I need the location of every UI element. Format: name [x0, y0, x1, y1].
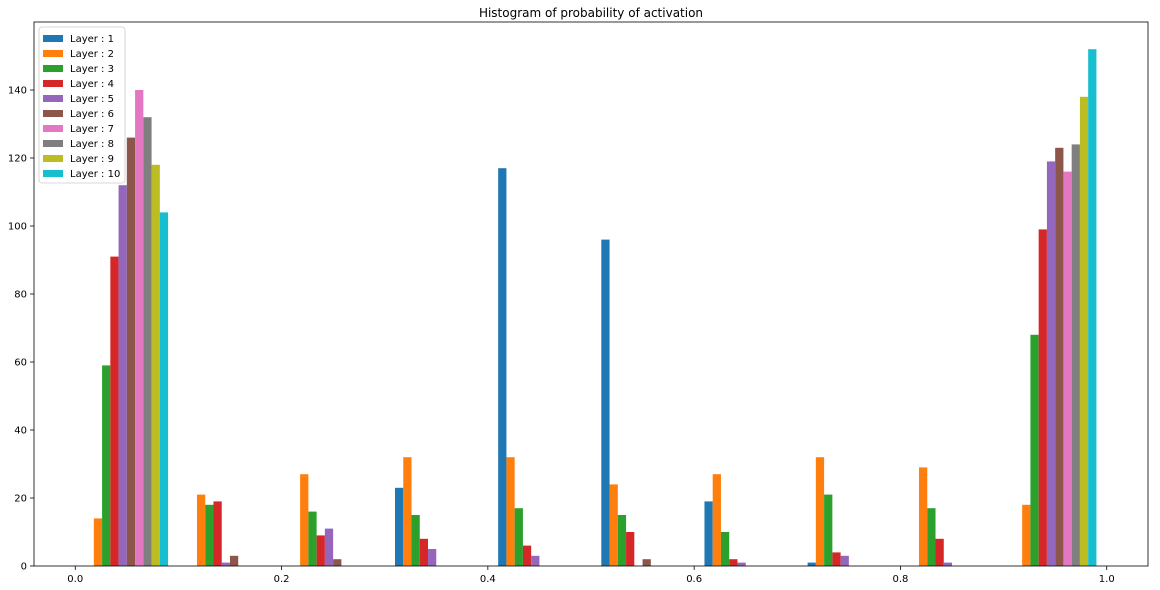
- legend-label: Layer : 7: [70, 124, 114, 135]
- bar-layer-7-bin-10: [1063, 171, 1072, 566]
- legend-swatch: [43, 50, 63, 57]
- y-tick-label: 20: [14, 494, 27, 505]
- bar-layer-4-bin-3: [316, 535, 325, 566]
- bar-layer-2-bin-4: [403, 457, 412, 566]
- bar-layer-5-bin-8: [840, 555, 849, 566]
- bar-layer-5-bin-1: [118, 185, 127, 566]
- x-tick-label: 0.2: [274, 574, 290, 585]
- legend-swatch: [43, 80, 63, 87]
- bar-layer-2-bin-5: [506, 457, 515, 566]
- legend-label: Layer : 8: [70, 139, 114, 150]
- y-tick-label: 100: [8, 222, 27, 233]
- bar-layer-2-bin-7: [712, 474, 721, 566]
- x-tick-label: 0.4: [480, 574, 496, 585]
- chart-title: Histogram of probability of activation: [479, 6, 703, 20]
- legend-swatch: [43, 125, 63, 132]
- bar-layer-4-bin-10: [1038, 229, 1047, 566]
- x-tick-label: 0.0: [67, 574, 83, 585]
- legend-swatch: [43, 35, 63, 42]
- legend-swatch: [43, 110, 63, 117]
- bar-layer-3-bin-3: [308, 511, 317, 566]
- x-tick-label: 0.8: [892, 574, 908, 585]
- bar-layer-5-bin-2: [221, 562, 230, 566]
- bar-layer-2-bin-10: [1022, 504, 1031, 566]
- x-tick-label: 1.0: [1099, 574, 1115, 585]
- bar-layer-3-bin-6: [617, 515, 627, 566]
- bar-layer-2-bin-9: [919, 467, 928, 566]
- legend-label: Layer : 5: [70, 94, 114, 105]
- bar-layer-3-bin-9: [927, 508, 936, 566]
- bar-layer-6-bin-6: [642, 559, 651, 566]
- y-tick-label: 0: [21, 562, 27, 573]
- bar-layer-6-bin-3: [333, 559, 342, 566]
- bar-layer-6-bin-10: [1055, 147, 1064, 567]
- legend-swatch: [43, 95, 63, 102]
- legend-swatch: [43, 140, 63, 147]
- legend-label: Layer : 9: [70, 154, 114, 165]
- legend-swatch: [43, 65, 63, 72]
- bar-layer-3-bin-4: [411, 515, 420, 566]
- bar-layer-5-bin-9: [943, 562, 953, 566]
- bar-layer-5-bin-4: [428, 549, 437, 566]
- bar-layer-6-bin-2: [229, 555, 239, 566]
- bar-layer-4-bin-2: [213, 501, 222, 566]
- bar-layer-1-bin-6: [601, 239, 610, 566]
- bar-layer-2-bin-2: [196, 494, 206, 566]
- bar-layer-4-bin-9: [935, 538, 944, 566]
- bar-layer-5-bin-5: [531, 555, 540, 566]
- bar-layer-6-bin-1: [126, 137, 136, 566]
- bar-layer-8-bin-1: [143, 117, 152, 566]
- bar-layer-2-bin-3: [300, 474, 309, 566]
- legend-label: Layer : 2: [70, 49, 114, 60]
- bar-layer-5-bin-10: [1046, 161, 1056, 566]
- bar-layer-2-bin-1: [93, 518, 103, 566]
- y-tick-label: 80: [14, 290, 27, 301]
- bar-layer-4-bin-8: [832, 552, 841, 566]
- bar-layer-9-bin-1: [151, 164, 160, 567]
- y-tick-label: 140: [8, 86, 27, 97]
- legend-label: Layer : 4: [70, 79, 114, 90]
- bar-layer-4-bin-7: [729, 559, 738, 566]
- bars-group: [93, 49, 1097, 567]
- bar-layer-3-bin-1: [102, 365, 111, 566]
- bar-layer-8-bin-10: [1071, 144, 1080, 566]
- legend-swatch: [43, 170, 63, 177]
- axes-group: 0.0 0.2 0.4 0.6 0.8 1.0 0 20 40 60 80 100 120 140: [8, 21, 1149, 585]
- y-tick-label: 120: [8, 154, 27, 165]
- bar-layer-4-bin-4: [419, 538, 429, 566]
- legend: Layer : 1 Layer : 2 Layer : 3 Layer : 4 Laye…: [38, 26, 126, 184]
- plot-frame: [33, 21, 1149, 567]
- bar-layer-4-bin-6: [626, 532, 635, 566]
- bar-layer-1-bin-7: [704, 501, 713, 566]
- y-tick-label: 40: [14, 426, 27, 437]
- bar-layer-3-bin-5: [514, 508, 523, 566]
- bar-layer-3-bin-10: [1030, 334, 1039, 566]
- x-tick-label: 0.6: [686, 574, 702, 585]
- bar-layer-10-bin-1: [159, 212, 169, 566]
- bar-layer-2-bin-8: [815, 457, 825, 566]
- bar-layer-3-bin-8: [824, 494, 833, 566]
- legend-swatch: [43, 155, 63, 162]
- bar-layer-9-bin-10: [1079, 96, 1089, 567]
- y-tick-label: 60: [14, 358, 27, 369]
- legend-label: Layer : 6: [70, 109, 114, 120]
- bar-layer-3-bin-7: [720, 532, 730, 566]
- bar-layer-1-bin-4: [395, 487, 404, 566]
- bar-layer-4-bin-5: [522, 545, 532, 566]
- bar-layer-10-bin-10: [1088, 49, 1097, 566]
- bar-layer-5-bin-3: [324, 528, 334, 566]
- bar-layer-5-bin-7: [737, 562, 746, 566]
- bar-layer-3-bin-2: [205, 504, 214, 566]
- bar-layer-1-bin-5: [498, 168, 507, 566]
- bar-layer-7-bin-1: [135, 90, 144, 566]
- bar-layer-4-bin-1: [110, 256, 119, 566]
- legend-label: Layer : 10: [70, 169, 120, 180]
- legend-label: Layer : 1: [70, 34, 114, 45]
- bar-layer-2-bin-6: [609, 484, 618, 566]
- bar-layer-1-bin-8: [807, 562, 816, 566]
- legend-label: Layer : 3: [70, 64, 114, 75]
